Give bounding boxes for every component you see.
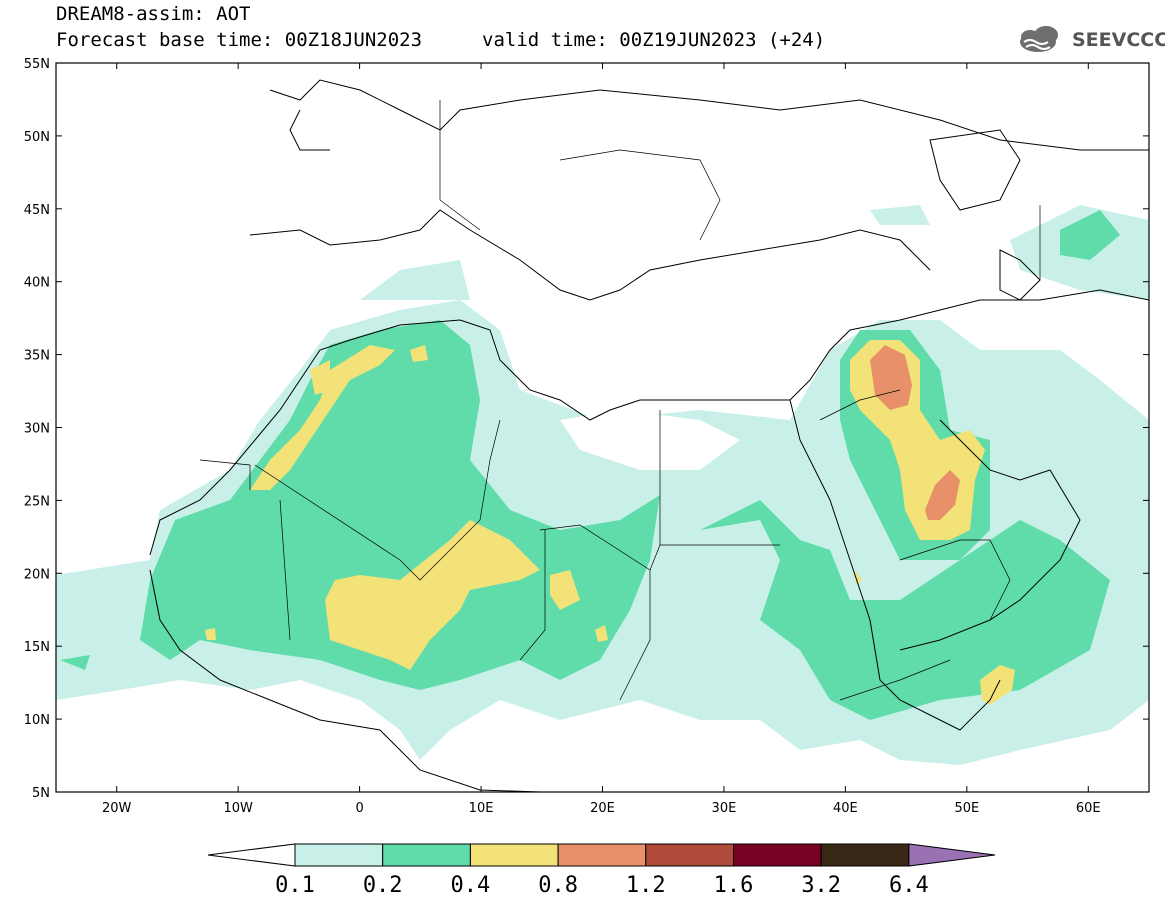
colorbar-level-label: 1.6 — [714, 873, 754, 898]
colorbar-level-label: 0.1 — [275, 873, 315, 898]
latitude-axis: 55N 50N 45N 40N 35N 30N 25N 20N 15N 10N 5N — [24, 57, 1149, 801]
country-borders — [199, 100, 1041, 701]
lon-tick-label: 50E — [954, 801, 979, 816]
coastlines — [149, 79, 1149, 792]
lat-tick-label: 40N — [24, 276, 50, 291]
lat-tick-label: 30N — [24, 422, 50, 437]
colorbar-box — [469, 843, 559, 867]
lon-tick-label: 30E — [712, 801, 737, 816]
lat-tick-label: 10N — [24, 713, 50, 728]
lat-tick-label: 45N — [24, 203, 50, 218]
lat-tick-label: 15N — [24, 640, 50, 655]
lon-tick-label: 20E — [590, 801, 615, 816]
map-title: DREAM8-assim: AOT — [56, 3, 251, 25]
longitude-axis: 20W 10W 0 10E 20E 30E 40E 50E 60E — [102, 63, 1101, 816]
lon-tick-label: 20W — [102, 801, 132, 816]
forecast-base-time: Forecast base time: 00Z18JUN2023 — [56, 29, 423, 51]
lon-tick-label: 10E — [469, 801, 494, 816]
colorbar-box — [645, 843, 734, 867]
colorbar-under-triangle — [207, 843, 296, 867]
lat-tick-label: 55N — [24, 57, 50, 72]
lon-tick-label: 0 — [355, 801, 363, 816]
lon-tick-label: 60E — [1076, 801, 1101, 816]
colorbar-box — [820, 843, 910, 867]
logo-text: SEEVCCC — [1072, 29, 1165, 51]
lat-tick-label: 25N — [24, 494, 50, 509]
colorbar-box — [382, 843, 471, 867]
colorbar-level-label: 0.8 — [538, 873, 578, 898]
colorbar-level-label: 6.4 — [889, 873, 929, 898]
colorbar-box — [294, 843, 384, 867]
valid-time: valid time: 00Z19JUN2023 (+24) — [482, 29, 826, 51]
colorbar-box — [557, 843, 647, 867]
lon-tick-label: 10W — [223, 801, 253, 816]
colorbar-level-label: 0.2 — [363, 873, 403, 898]
colorbar-labels: 0.1 0.2 0.4 0.8 1.2 1.6 3.2 6.4 — [275, 873, 929, 898]
cloud-logo-icon — [1020, 26, 1058, 52]
colorbar-boxes — [207, 843, 996, 867]
aot-field — [56, 205, 1149, 765]
lat-tick-label: 50N — [24, 130, 50, 145]
colorbar-level-label: 1.2 — [626, 873, 666, 898]
lat-tick-label: 35N — [24, 349, 50, 364]
colorbar-box — [733, 843, 822, 867]
lon-tick-label: 40E — [833, 801, 858, 816]
colorbar-level-label: 3.2 — [801, 873, 841, 898]
lat-tick-label: 5N — [32, 786, 50, 801]
lat-tick-label: 20N — [24, 567, 50, 582]
colorbar-level-label: 0.4 — [451, 873, 491, 898]
colorbar-over-triangle — [908, 843, 996, 867]
aot-level-0.8 — [870, 345, 960, 520]
